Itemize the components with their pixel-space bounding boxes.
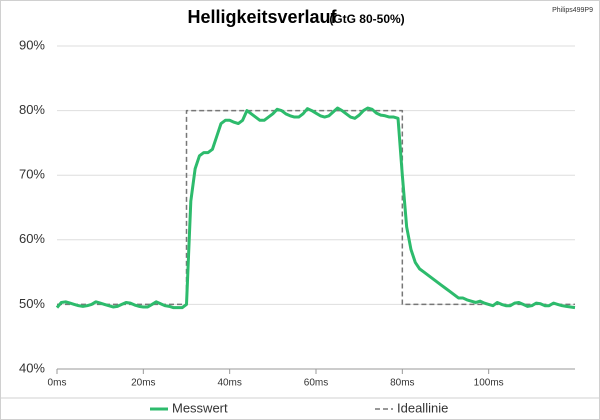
x-tick-label: 100ms [474, 378, 504, 389]
chart-title: Helligkeitsverlauf [187, 7, 337, 27]
x-tick-label: 0ms [48, 378, 67, 389]
y-tick-label: 70% [19, 167, 45, 182]
series-line [55, 106, 576, 310]
y-tick-label: 90% [19, 37, 45, 52]
y-tick-label: 40% [19, 360, 45, 375]
legend-label: Ideallinie [397, 400, 448, 415]
x-tick-label: 40ms [217, 378, 241, 389]
x-tick-label: 80ms [390, 378, 414, 389]
legend-label: Messwert [172, 400, 228, 415]
y-tick-label: 50% [19, 296, 45, 311]
chart-subtitle: (GtG 80-50%) [329, 12, 404, 26]
annotation: Philips499P9 [552, 7, 593, 14]
y-tick-label: 60% [19, 231, 45, 246]
y-tick-label: 80% [19, 102, 45, 117]
x-tick-label: 20ms [131, 378, 155, 389]
x-tick-label: 60ms [304, 378, 328, 389]
